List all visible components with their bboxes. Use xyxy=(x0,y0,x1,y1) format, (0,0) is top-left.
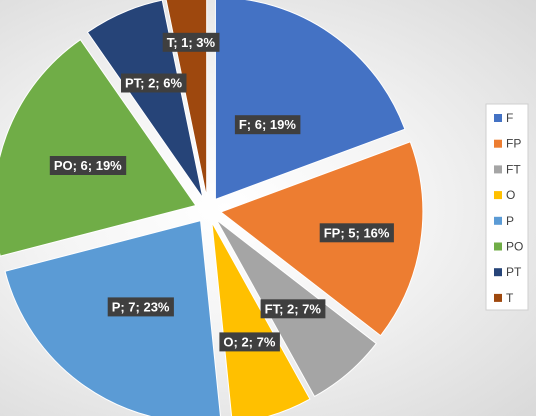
legend-item-t: T xyxy=(494,291,514,305)
legend-swatch xyxy=(494,139,502,148)
data-label-po: PO; 6; 19% xyxy=(49,156,127,175)
legend-item-fp: FP xyxy=(494,137,521,151)
legend-label: T xyxy=(506,291,514,305)
data-label-box xyxy=(260,299,326,319)
data-label-text: FP; 5; 16% xyxy=(324,225,390,240)
data-label-ft: FT; 2; 7% xyxy=(260,299,326,319)
legend-label: P xyxy=(506,214,514,228)
legend-swatch xyxy=(494,165,502,174)
pie-slice-o xyxy=(211,222,311,416)
data-label-p: P; 7; 23% xyxy=(107,297,174,317)
data-label-text: T; 1; 3% xyxy=(167,35,216,50)
data-label-fp: FP; 5; 16% xyxy=(319,223,394,243)
legend-box xyxy=(485,103,529,311)
pie-slices xyxy=(0,0,424,416)
legend-label: PT xyxy=(506,265,522,279)
legend-item-p: P xyxy=(494,214,514,228)
data-label-box xyxy=(107,297,174,317)
legend-label: PO xyxy=(506,240,523,254)
legend-item-o: O xyxy=(494,188,515,202)
legend-item-f: F xyxy=(494,111,513,125)
data-label-text: PT; 2; 6% xyxy=(125,76,183,91)
data-labels: F; 6; 19% FP; 5; 16% FT; 2; 7% O; 2; 7% P; 7… xyxy=(49,32,394,352)
legend-label: FP xyxy=(506,137,521,151)
pie-slice-pt xyxy=(86,0,204,199)
legend-label: F xyxy=(506,111,513,125)
data-label-text: P; 7; 23% xyxy=(112,299,170,314)
data-label-box xyxy=(162,32,220,52)
legend-swatch xyxy=(494,268,502,277)
data-label-text: F; 6; 19% xyxy=(239,117,297,132)
data-label-text: PO; 6; 19% xyxy=(54,158,122,173)
data-label-t: T; 1; 3% xyxy=(162,32,220,52)
legend-label: O xyxy=(506,188,515,202)
legend-swatch xyxy=(494,216,502,225)
legend-swatch xyxy=(494,114,502,122)
legend-swatch xyxy=(494,293,502,302)
data-label-box xyxy=(234,115,301,135)
legend-item-ft: FT xyxy=(494,162,521,176)
data-label-text: FT; 2; 7% xyxy=(265,301,322,316)
data-label-pt: PT; 2; 6% xyxy=(121,73,187,93)
data-label-text: O; 2; 7% xyxy=(223,334,275,349)
legend-label: FT xyxy=(506,162,521,176)
data-label-box xyxy=(219,332,280,352)
legend-item-po: PO xyxy=(494,240,523,254)
data-label-box xyxy=(49,156,127,175)
legend-swatch xyxy=(494,191,502,200)
pie-slice-p xyxy=(4,220,221,416)
legend-item-pt: PT xyxy=(494,265,522,279)
legend-swatch xyxy=(494,242,502,251)
pie-slice-f xyxy=(214,0,406,201)
data-label-f: F; 6; 19% xyxy=(234,115,301,135)
data-label-box xyxy=(319,223,394,243)
legend: F FP FT OP PO PT T xyxy=(485,103,529,311)
pie-slice-po xyxy=(0,38,197,257)
data-label-box xyxy=(121,73,187,93)
data-label-o: O; 2; 7% xyxy=(219,332,280,352)
